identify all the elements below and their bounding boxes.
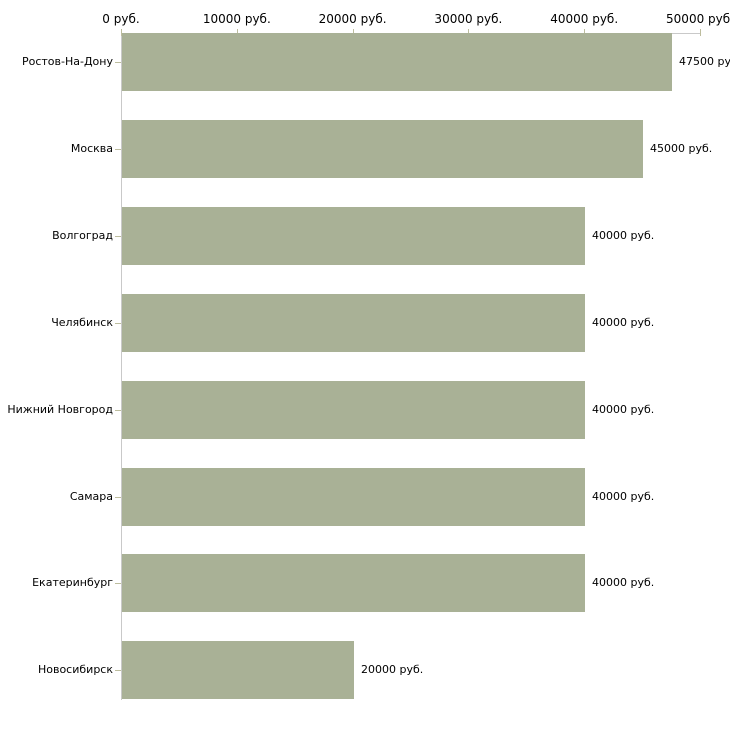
category-label: Нижний Новгород [7,403,113,416]
category-tick-mark [115,497,121,498]
value-axis-tick-mark [121,29,122,36]
bar-7 [122,641,354,699]
bar-value-label: 40000 руб. [592,490,655,503]
category-tick-mark [115,62,121,63]
bar-value-label: 40000 руб. [592,229,655,242]
bar-0 [122,33,672,91]
bar-4 [122,381,585,439]
value-axis-tick-label: 40000 руб. [550,12,619,26]
category-label: Самара [69,490,113,503]
category-tick-mark [115,236,121,237]
bar-6 [122,554,585,612]
bar-value-label: 40000 руб. [592,576,655,589]
value-axis-tick-label: 20000 руб. [318,12,387,26]
bar-value-label: 20000 руб. [361,663,424,676]
value-axis-tick-mark [353,29,354,36]
bar-value-label: 40000 руб. [592,316,655,329]
bar-2 [122,207,585,265]
category-label: Волгоград [52,229,113,242]
value-axis-tick-label: 0 руб. [102,12,140,26]
category-label: Челябинск [51,316,113,329]
category-tick-mark [115,323,121,324]
bar-value-label: 47500 руб. [679,55,730,68]
bar-3 [122,294,585,352]
value-axis-tick-label: 30000 руб. [434,12,503,26]
category-axis-line [121,33,122,701]
bar-5 [122,468,585,526]
value-axis-tick-label: 50000 руб. [666,12,730,26]
category-label: Новосибирск [37,663,113,676]
value-axis-tick-mark [468,29,469,36]
value-axis-tick-label: 10000 руб. [202,12,271,26]
category-label: Москва [70,142,113,155]
category-tick-mark [115,670,121,671]
bar-1 [122,120,643,178]
value-axis-tick-mark [237,29,238,36]
bar-value-label: 40000 руб. [592,403,655,416]
category-tick-mark [115,410,121,411]
value-axis-tick-mark [584,29,585,36]
bar-value-label: 45000 руб. [650,142,713,155]
category-label: Ростов-На-Дону [21,55,113,68]
category-tick-mark [115,149,121,150]
category-tick-mark [115,583,121,584]
category-label: Екатеринбург [32,576,113,589]
value-axis-tick-mark [700,29,701,36]
